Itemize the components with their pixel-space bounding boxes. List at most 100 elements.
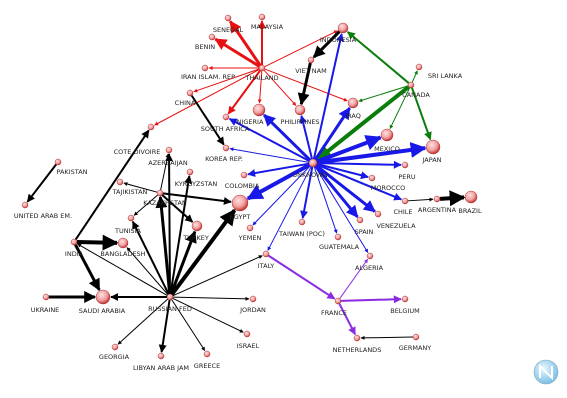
nodes: SENEGAL MALAYSIA BENIN INDONESIA THAILAND IRA… (14, 13, 482, 372)
node-label: LIBYAN ARAB JAM (133, 364, 189, 372)
edge (339, 258, 369, 299)
edge (26, 163, 57, 203)
node (262, 250, 270, 258)
node (401, 295, 409, 303)
node (111, 343, 119, 351)
node-label: PAKISTAN (56, 168, 87, 176)
node-label: KYRGYZSTAN (175, 180, 218, 188)
edge (316, 135, 382, 164)
node (249, 295, 257, 303)
node (401, 197, 409, 205)
edge (172, 296, 250, 301)
node-label: ALGERIA (355, 264, 384, 272)
node (337, 22, 349, 34)
node (308, 158, 318, 168)
node (54, 158, 62, 166)
edge (228, 117, 310, 163)
edge (297, 62, 312, 106)
node (116, 178, 124, 186)
node-label: ISRAEL (237, 342, 260, 350)
edge (246, 163, 311, 201)
node-label: UNITED ARAB EM. (14, 212, 72, 220)
node (401, 161, 409, 169)
node-label: NETHERLANDS (333, 346, 382, 354)
logo (533, 359, 559, 385)
node (231, 194, 249, 212)
node (415, 63, 423, 71)
edge (190, 94, 225, 146)
node (117, 237, 129, 249)
node (201, 64, 209, 72)
edge (407, 197, 434, 202)
node (294, 104, 306, 116)
edge (299, 115, 314, 160)
edge (360, 335, 414, 340)
node-label: SAUDI ARABIA (79, 307, 126, 315)
node (374, 210, 382, 218)
node-label: ARGENTINA (418, 206, 457, 214)
edge (169, 230, 197, 295)
node-label: JORDAN (239, 306, 266, 314)
edge (316, 160, 402, 169)
edge (346, 31, 410, 84)
node-label: GERMANY (399, 344, 432, 352)
edge (165, 153, 174, 295)
edges (26, 20, 466, 353)
node-label: KOREA REP. (205, 155, 243, 163)
node-label: COTE DIVOIRE (114, 148, 161, 156)
node (252, 103, 266, 117)
node (433, 195, 441, 203)
node-label: ITALY (258, 262, 275, 270)
node-label: PERU (398, 173, 416, 181)
edge (411, 87, 432, 141)
node (70, 238, 78, 246)
node (425, 139, 441, 155)
edge (338, 303, 357, 336)
edge (172, 297, 244, 333)
node-label: THAILAND (244, 74, 278, 82)
node (42, 293, 50, 301)
edge (162, 192, 232, 205)
node-label: JAPAN (421, 156, 441, 164)
edge (313, 106, 351, 161)
edge (172, 255, 263, 297)
edge (439, 190, 466, 207)
edge (123, 182, 158, 193)
node (21, 201, 29, 209)
node-label: TURKEY (182, 234, 209, 242)
node (208, 33, 216, 41)
edge (411, 70, 418, 83)
edge (358, 85, 409, 103)
node-label: GREECE (194, 362, 220, 370)
edge (314, 166, 369, 253)
node (243, 330, 251, 338)
edge (257, 70, 263, 104)
edge (154, 68, 260, 126)
node-label: BENIN (195, 43, 215, 51)
edge (74, 243, 101, 291)
edge (214, 37, 261, 68)
node-label: INDIA (65, 250, 84, 258)
edge (252, 165, 311, 226)
node-label: TAIWAN (POC) (278, 230, 325, 238)
node (356, 216, 364, 224)
edge (161, 194, 194, 223)
node-label: MOROCCO (371, 184, 406, 192)
edge (76, 234, 119, 251)
edge (340, 295, 402, 304)
edge (158, 299, 171, 353)
node (157, 352, 165, 360)
node-label: TAJIKISTAN (112, 188, 148, 196)
edge (314, 165, 359, 218)
edge (247, 162, 310, 178)
node (127, 214, 135, 222)
node-label: YEMEN (238, 234, 262, 242)
edge (313, 166, 338, 234)
node-label: MEXICO (374, 145, 400, 153)
node (156, 189, 164, 197)
edge (300, 166, 314, 219)
node (334, 297, 342, 305)
edge (263, 69, 297, 106)
edge (229, 20, 262, 67)
